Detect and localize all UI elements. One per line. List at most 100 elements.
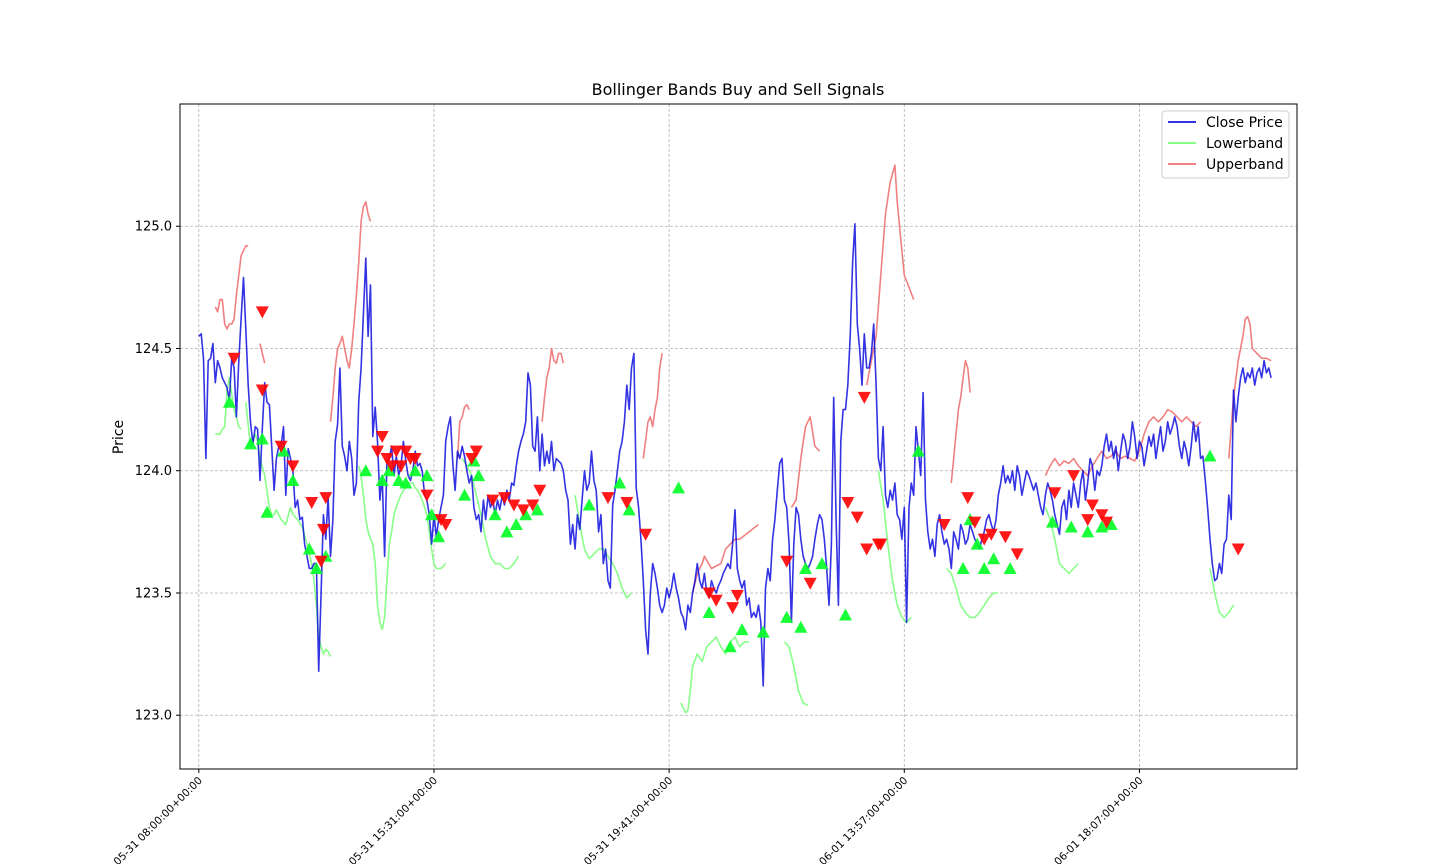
legend-label: Lowerband xyxy=(1206,136,1283,152)
sell-signal-marker xyxy=(486,494,500,507)
buy-signal-marker xyxy=(977,562,991,575)
upperband-line xyxy=(329,201,372,422)
buy-signal-marker xyxy=(970,537,984,550)
buy-signal-marker xyxy=(613,476,627,489)
sell-signal-marker xyxy=(780,555,794,568)
sell-signal-marker xyxy=(730,589,744,602)
chart-title: Bollinger Bands Buy and Sell Signals xyxy=(592,80,885,99)
buy-signal-marker xyxy=(420,469,434,482)
sell-signal-marker xyxy=(465,453,479,466)
y-tick-label: 124.0 xyxy=(135,464,172,479)
buy-signal-marker xyxy=(302,542,316,555)
sell-signal-marker xyxy=(1067,470,1081,483)
buy-signal-marker xyxy=(956,562,970,575)
sell-signal-marker xyxy=(803,577,817,590)
sell-signal-marker xyxy=(1231,543,1245,556)
sell-signal-marker xyxy=(961,492,975,505)
lowerband-line xyxy=(680,636,750,714)
lowerband-line xyxy=(215,377,242,435)
sell-signal-marker xyxy=(984,528,998,541)
buy-signal-marker xyxy=(255,432,269,445)
sell-signal-marker xyxy=(507,499,521,512)
buy-signal-marker xyxy=(838,608,852,621)
buy-signal-marker xyxy=(359,464,373,477)
upperband-line xyxy=(1044,408,1202,477)
sell-signal-marker xyxy=(601,492,615,505)
sell-signal-marker xyxy=(319,492,333,505)
sell-signal-marker xyxy=(380,453,394,466)
buy-signal-marker xyxy=(382,464,396,477)
close-price-line xyxy=(198,223,1272,687)
sell-signal-marker xyxy=(998,531,1012,544)
buy-signal-marker xyxy=(815,557,829,570)
buy-signal-marker xyxy=(1104,518,1118,531)
buy-signal-marker xyxy=(260,505,274,518)
upperband-line xyxy=(1228,315,1272,459)
lowerband-line xyxy=(783,641,809,707)
buy-signal-marker xyxy=(392,474,406,487)
legend-label: Close Price xyxy=(1206,115,1283,131)
buy-signal-marker xyxy=(519,508,533,521)
upperband-line xyxy=(541,347,565,422)
buy-signal-marker xyxy=(408,464,422,477)
sell-signal-marker xyxy=(375,431,389,443)
buy-signal-marker xyxy=(1081,525,1095,538)
sell-signal-marker xyxy=(857,391,871,404)
sell-signal-marker xyxy=(286,460,300,473)
series-layer xyxy=(198,164,1272,714)
signal-markers xyxy=(222,306,1245,653)
plot-frame xyxy=(179,103,1298,770)
y-tick-label: 125.0 xyxy=(135,220,172,235)
buy-signal-marker xyxy=(286,474,300,487)
buy-signal-marker xyxy=(1203,449,1217,462)
sell-signal-marker xyxy=(841,497,855,510)
sell-signal-marker xyxy=(305,497,319,510)
sell-signal-marker xyxy=(850,511,864,524)
legend-label: Upperband xyxy=(1206,157,1284,173)
lowerband-line xyxy=(946,567,999,619)
sell-signal-marker xyxy=(371,445,385,458)
sell-signal-marker xyxy=(394,460,408,473)
legend: Close Price Lowerband Upperband xyxy=(1161,110,1290,179)
sell-signal-marker xyxy=(709,594,723,607)
upperband-line xyxy=(865,164,915,386)
sell-signal-marker xyxy=(533,484,547,497)
buy-signal-marker xyxy=(702,606,716,619)
sell-signal-marker xyxy=(389,445,403,458)
sell-signal-marker xyxy=(1100,516,1114,529)
sell-signal-marker xyxy=(1048,487,1062,500)
sell-signal-marker xyxy=(702,587,716,600)
sell-signal-marker xyxy=(314,555,328,568)
buy-signal-marker xyxy=(1003,562,1017,575)
upperband-line xyxy=(790,416,821,508)
buy-signal-marker xyxy=(500,525,514,538)
buy-signal-marker xyxy=(458,488,472,501)
sell-signal-marker xyxy=(498,492,512,505)
sell-signal-marker xyxy=(1010,548,1024,561)
upperband-line xyxy=(259,343,266,364)
buy-signal-marker xyxy=(794,620,808,633)
y-tick-label: 124.5 xyxy=(135,342,172,357)
buy-signal-marker xyxy=(488,508,502,521)
sell-signal-marker xyxy=(316,523,330,536)
sell-signal-marker xyxy=(420,489,434,502)
lowerband-line xyxy=(1209,568,1235,619)
buy-signal-marker xyxy=(244,437,258,450)
buy-signal-marker xyxy=(723,640,737,653)
buy-signal-marker xyxy=(911,444,925,457)
y-axis: 123.0 123.5 124.0 124.5 125.0 xyxy=(135,220,180,724)
buy-signal-marker xyxy=(509,518,523,531)
upperband-line xyxy=(214,245,249,330)
buy-signal-marker xyxy=(276,444,290,457)
sell-signal-marker xyxy=(1085,499,1099,512)
buy-signal-marker xyxy=(780,610,794,623)
sell-signal-marker xyxy=(1095,509,1109,522)
buy-signal-marker xyxy=(735,623,749,636)
buy-signal-marker xyxy=(672,481,686,494)
buy-signal-marker xyxy=(425,508,439,521)
sell-signal-marker xyxy=(255,306,269,319)
buy-signal-marker xyxy=(756,625,770,638)
sell-signal-marker xyxy=(385,460,399,473)
upperband-line xyxy=(456,403,470,459)
